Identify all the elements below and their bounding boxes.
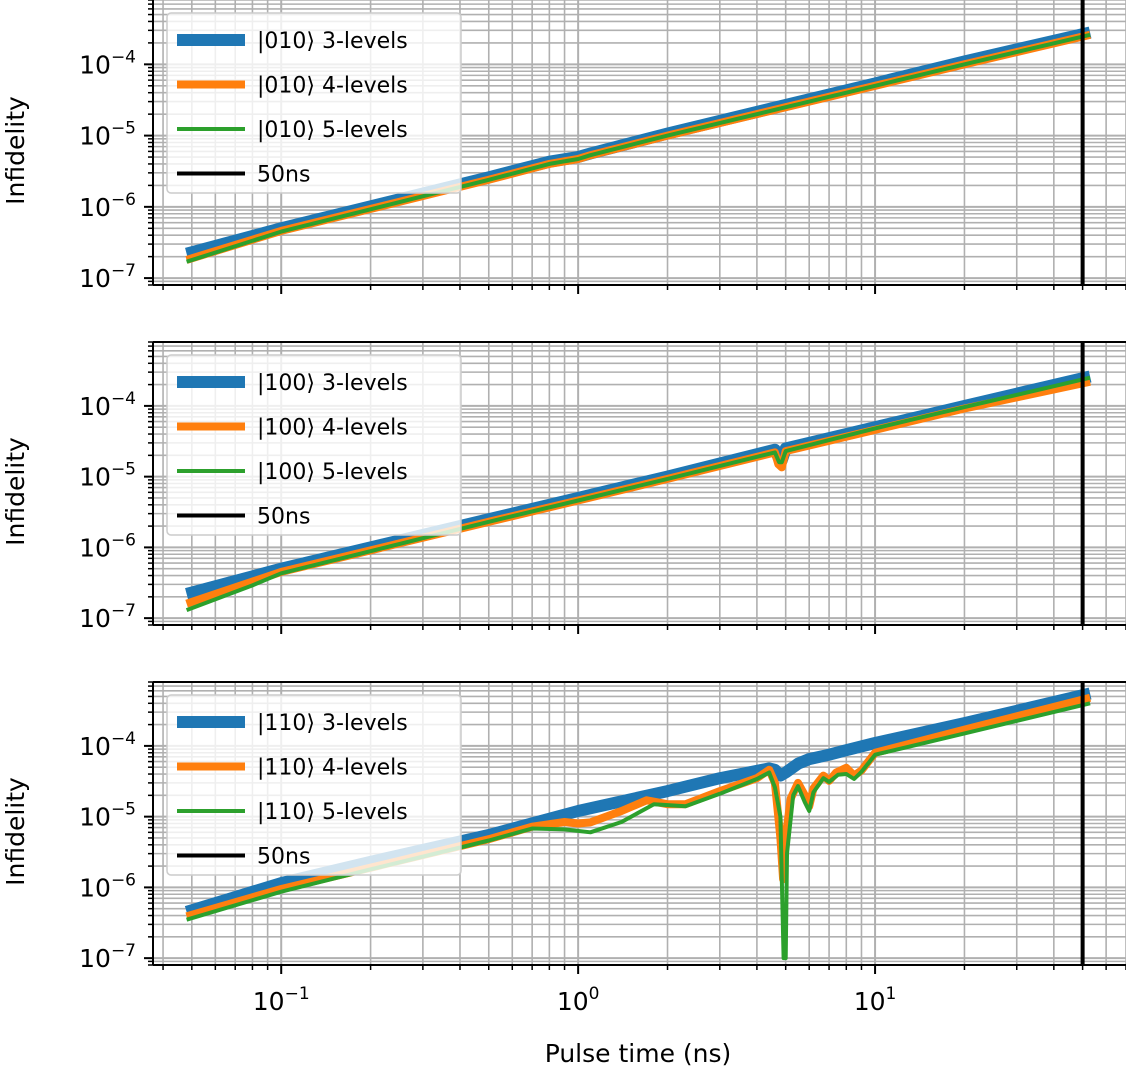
y-tick-label: 10−5 <box>79 800 136 832</box>
legend: |110⟩ 3-levels |110⟩ 4-levels |110⟩ 5-leve… <box>166 694 462 876</box>
series-group <box>185 0 1092 285</box>
legend-label: 50ns <box>257 845 310 870</box>
x-axis-label: Pulse time (ns) <box>545 1039 732 1068</box>
legend-label: |010⟩ 5-levels <box>257 118 408 143</box>
y-tick-label: 10−5 <box>79 119 136 151</box>
y-tick-label: 10−7 <box>79 601 136 633</box>
y-tick-label: 10−4 <box>79 389 136 421</box>
series-line <box>184 687 1092 918</box>
legend-box <box>166 354 462 536</box>
series-group <box>184 682 1092 965</box>
panels: 10−7 10−6 10−5 10−4 Infidelity |010⟩ 3-levels… <box>1 0 1126 1016</box>
legend-label: 50ns <box>257 163 310 188</box>
y-axis-label: Infidelity <box>1 96 30 205</box>
y-tick-label: 10−6 <box>79 870 136 902</box>
series-line <box>186 701 1091 961</box>
y-tick-label: 10−4 <box>79 729 136 761</box>
y-tick-label: 10−6 <box>79 190 136 222</box>
subplot-2: 10−7 10−6 10−5 10−4 Infidelity |100⟩ 3-levels… <box>1 341 1126 634</box>
legend: |100⟩ 3-levels |100⟩ 4-levels |100⟩ 5-leve… <box>166 354 462 536</box>
subplot-3: 10−7 10−6 10−5 10−4 10−1 100 101 Infidelity |110… <box>1 681 1126 1016</box>
x-tick-label: 101 <box>854 984 897 1016</box>
y-axis-label: Infidelity <box>1 777 30 886</box>
legend: |010⟩ 3-levels |010⟩ 4-levels |010⟩ 5-leve… <box>166 12 462 194</box>
legend-label: 50ns <box>257 505 310 530</box>
y-tick-label: 10−4 <box>79 47 136 79</box>
legend-label: |110⟩ 4-levels <box>257 756 408 781</box>
series-line <box>185 375 1091 612</box>
y-tick-label: 10−7 <box>79 261 136 293</box>
x-tick-label: 100 <box>557 984 600 1016</box>
legend-label: |100⟩ 3-levels <box>257 371 408 396</box>
series-line <box>185 32 1091 264</box>
legend-label: |100⟩ 4-levels <box>257 416 408 441</box>
y-tick-label: 10−7 <box>79 941 136 973</box>
legend-box <box>166 12 462 194</box>
subplot-1: 10−7 10−6 10−5 10−4 Infidelity |010⟩ 3-levels… <box>1 0 1126 294</box>
legend-label: |110⟩ 3-levels <box>257 711 408 736</box>
legend-box <box>166 694 462 876</box>
grid <box>153 682 1126 965</box>
y-tick-label: 10−5 <box>79 460 136 492</box>
legend-label: |100⟩ 5-levels <box>257 460 408 485</box>
legend-label: |110⟩ 5-levels <box>257 800 408 825</box>
y-axis-label: Infidelity <box>1 437 30 546</box>
legend-label: |010⟩ 4-levels <box>257 74 408 99</box>
y-tick-label: 10−6 <box>79 530 136 562</box>
x-tick-label: 10−1 <box>253 984 310 1016</box>
legend-label: |010⟩ 3-levels <box>257 29 408 54</box>
